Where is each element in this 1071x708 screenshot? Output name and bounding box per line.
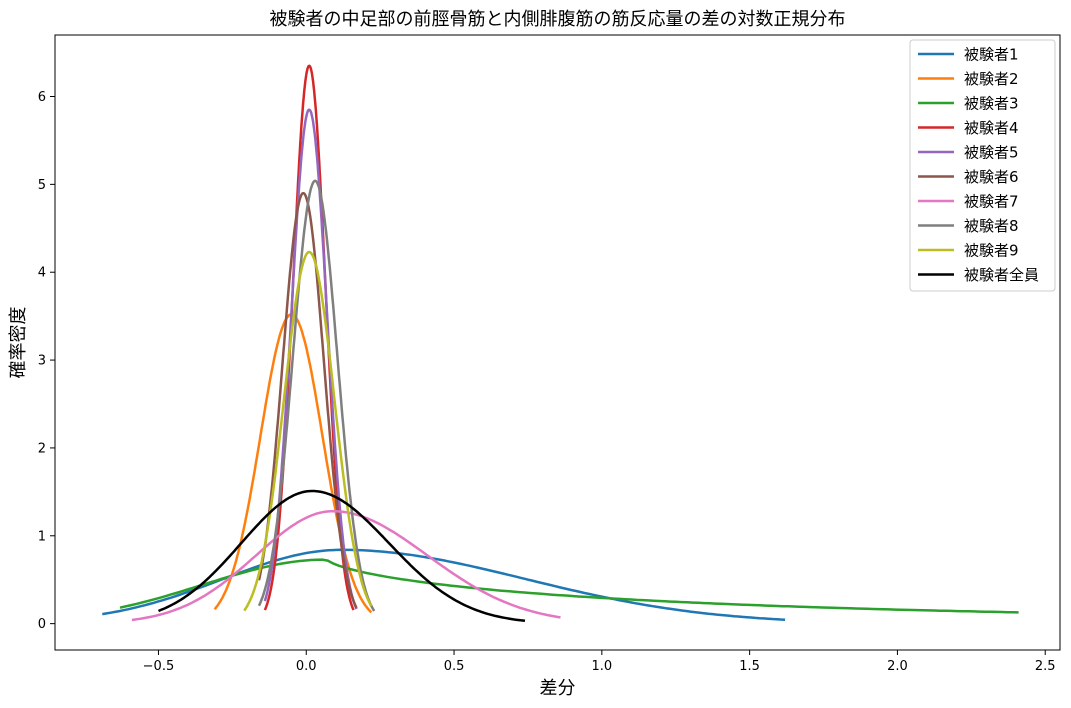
y-tick-label: 3 [38, 354, 46, 369]
series-line-9 [243, 250, 373, 612]
x-axis-title: 差分 [540, 678, 576, 699]
legend-label: 被験者9 [964, 242, 1019, 260]
series-lines [102, 64, 1019, 623]
legend-label: 被験者5 [964, 144, 1019, 162]
x-tick-label: 1.0 [591, 659, 612, 674]
series-line-8 [257, 179, 376, 612]
x-tick-label: −0.5 [143, 659, 175, 674]
plot-area [54, 34, 1061, 651]
legend-label: 被験者8 [964, 217, 1019, 235]
y-tick-label: 5 [38, 178, 46, 193]
legend-label: 被験者4 [964, 119, 1019, 137]
legend-label: 被験者全員 [964, 266, 1039, 284]
x-tick-label: 2.5 [1035, 659, 1056, 674]
x-axis: −0.5 0.0 0.5 1.0 1.5 2.0 2.5 [143, 650, 1056, 674]
y-axis-title: 確率密度 [8, 307, 29, 379]
legend-label: 被験者1 [964, 46, 1019, 64]
x-tick-label: 2.0 [887, 659, 908, 674]
legend-label: 被験者6 [964, 168, 1019, 186]
legend-label: 被験者7 [964, 193, 1019, 211]
y-tick-label: 6 [38, 90, 46, 105]
legend-label: 被験者3 [964, 95, 1019, 113]
y-tick-label: 1 [38, 529, 46, 544]
legend-label: 被験者2 [964, 70, 1019, 88]
series-line-10 [157, 489, 526, 623]
y-tick-label: 0 [38, 617, 46, 632]
chart-title: 被験者の中足部の前脛骨筋と内側腓腹筋の筋反応量の差の対数正規分布 [270, 9, 846, 30]
x-tick-label: 0.0 [296, 659, 317, 674]
series-line-7 [131, 509, 561, 622]
legend: 被験者1 被験者2 被験者3 被験者4 被験者5 被験者6 被験者7 被験者8 被験者9 被験者全… [909, 39, 1056, 292]
y-axis: 0 1 2 3 4 5 6 [38, 90, 55, 632]
x-tick-label: 0.5 [444, 659, 465, 674]
y-tick-label: 4 [38, 266, 46, 281]
x-tick-label: 1.5 [739, 659, 760, 674]
y-tick-label: 2 [38, 441, 46, 456]
